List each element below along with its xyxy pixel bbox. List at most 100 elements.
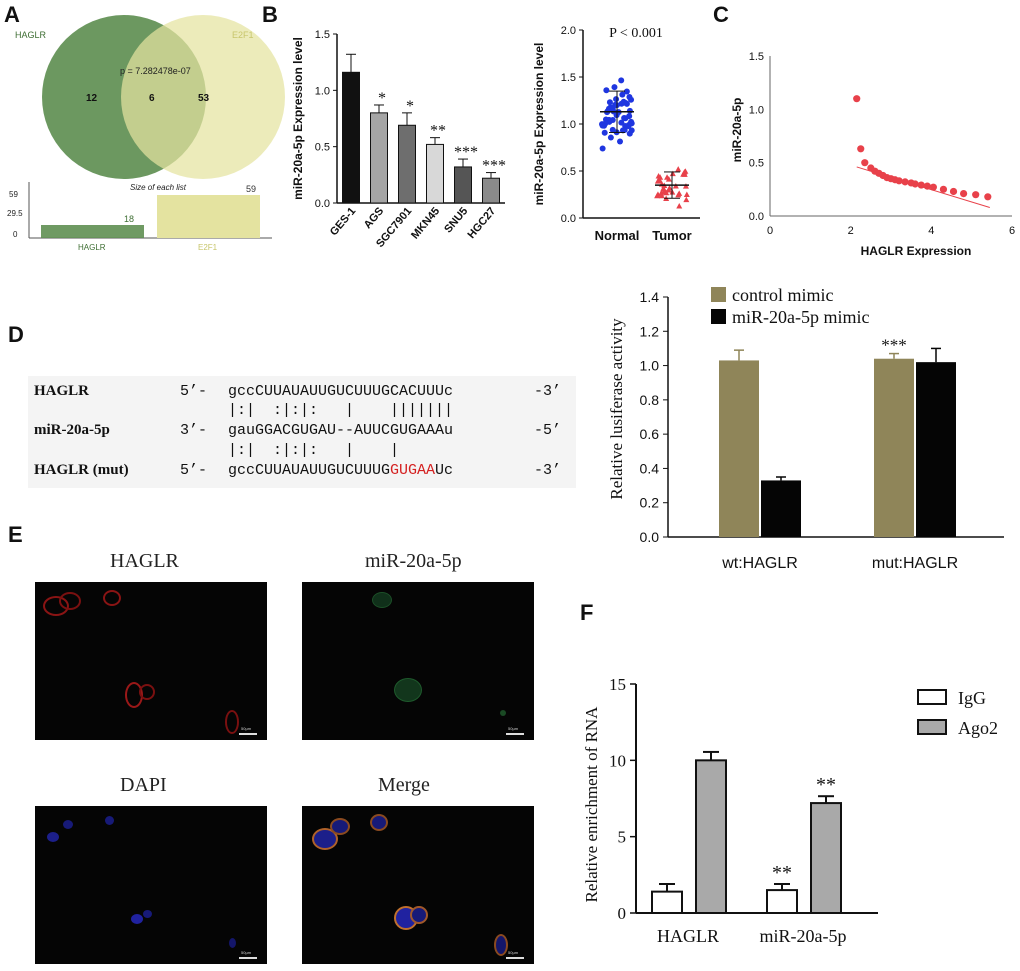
panel-label-f: F (580, 600, 594, 625)
scale-bar-label: 50µm (508, 726, 519, 731)
data-point (607, 134, 614, 141)
cell-green-3 (500, 710, 506, 716)
x-tick-label: 4 (928, 225, 934, 237)
y-tick-label: 1.0 (749, 104, 764, 116)
data-point (603, 87, 610, 94)
y-tick-label: 2.0 (561, 25, 576, 37)
panel-label-b: B (262, 2, 278, 27)
seq-mut-normal: gccCUUAUAUUGUCUUUG (228, 462, 391, 479)
x-tick-label: wt:HAGLR (721, 555, 798, 572)
micrograph-mirna: 50µm (302, 582, 534, 740)
data-point (658, 190, 665, 196)
seq-pairing-1: |:| :|:|: | ||||||| (228, 402, 454, 419)
y-tick-label: 0.5 (315, 142, 330, 154)
nucleus-6 (229, 938, 236, 948)
nucleus-3 (105, 816, 114, 825)
y-tick-label: 0.5 (561, 166, 576, 178)
data-point (681, 169, 688, 175)
cell-green-2 (394, 678, 422, 702)
y-tick-label: 1.0 (561, 119, 576, 131)
merged-cell-2 (330, 818, 350, 835)
scale-bar (239, 957, 257, 959)
y-tick-label: 1.2 (640, 323, 660, 339)
data-point (676, 202, 683, 209)
bar (651, 890, 683, 914)
data-point (901, 178, 909, 186)
data-point (655, 173, 662, 179)
data-point (675, 191, 682, 198)
y-tick-label: 1.5 (561, 72, 576, 84)
y-axis-title: miR-20a-5p Expression level (291, 37, 305, 200)
nucleus-1 (47, 832, 59, 842)
nucleus-4 (131, 914, 143, 924)
data-point (609, 116, 616, 123)
y-tick-label: 10 (609, 751, 626, 770)
micrograph-haglr: 50µm (35, 582, 267, 740)
seq-mut: gccCUUAUAUUGUCUUUGGUGAAUc (228, 462, 453, 479)
cell-red-3 (103, 590, 121, 606)
venn-circle-e2f1 (121, 15, 285, 179)
y-tick-label: 0.0 (315, 198, 330, 210)
y-tick-label: 0.4 (640, 460, 660, 476)
venn-label-e2f1: E2F1 (232, 30, 254, 40)
merged-cell-6 (494, 934, 508, 956)
seq-suffix-haglr: -3’ (534, 383, 562, 400)
panel-label-c: C (713, 2, 729, 27)
data-point (682, 183, 689, 189)
legend-swatch (711, 287, 726, 302)
data-point (626, 93, 633, 100)
data-point (628, 127, 635, 134)
y-tick-label: 1.4 (640, 289, 660, 305)
data-point (625, 121, 632, 128)
seq-mirna: gauGGACGUGAU--AUUCGUGAAAu (228, 422, 454, 439)
micrograph-merge: 50µm (302, 806, 534, 964)
data-point (984, 193, 992, 201)
significance-label: ** (430, 123, 446, 140)
x-axis-title: HAGLR Expression (861, 244, 972, 258)
y-tick-label: 0.5 (749, 158, 764, 170)
legend-label: miR-20a-5p mimic (732, 307, 869, 327)
data-point (683, 196, 690, 203)
seq-prefix-mirna: 3’- (180, 422, 208, 439)
significance-label: * (378, 90, 386, 107)
size-label-e2f1: E2F1 (198, 243, 218, 252)
merged-cell-1 (312, 828, 338, 850)
data-point (669, 170, 676, 177)
data-point (619, 91, 626, 98)
y-tick-label: 0.6 (640, 426, 660, 442)
data-point (665, 186, 672, 193)
bar (874, 358, 914, 537)
significance-label: *** (454, 144, 478, 161)
venn-count-overlap: 6 (149, 93, 155, 104)
data-point (623, 88, 630, 95)
panel-label-d: D (8, 322, 24, 347)
x-tick-label: 6 (1009, 225, 1015, 237)
scale-bar (239, 733, 257, 735)
data-point (626, 113, 633, 120)
y-tick-label: 0.0 (640, 529, 660, 545)
data-point (683, 191, 690, 198)
micrograph-label-dapi: DAPI (120, 774, 167, 796)
cell-red-2 (59, 592, 81, 610)
data-point (606, 99, 613, 106)
y-tick-label: 1.0 (640, 358, 660, 374)
x-tick-label: HAGLR (657, 926, 719, 946)
data-point (611, 84, 618, 91)
seq-suffix-mut: -3’ (534, 462, 562, 479)
cell-red-6 (225, 710, 239, 734)
size-value-e2f1: 59 (246, 184, 257, 194)
significance-label: *** (482, 158, 506, 175)
legend-label: IgG (958, 688, 986, 708)
y-axis-title: Relative lusiferase activity (607, 318, 626, 500)
bar (810, 802, 842, 915)
bar (766, 889, 798, 914)
y-tick-label: 1.5 (315, 29, 330, 41)
scale-bar-label: 50µm (508, 950, 519, 955)
seq-haglr: gccCUUAUAUUGUCUUUGCACUUUc (228, 383, 454, 400)
y-axis-title: miR-20a-5p Expression level (532, 43, 546, 206)
y-axis-title: Relative enrichment of RNA (582, 706, 601, 903)
venn-p-value: p = 7.282478e-07 (120, 66, 191, 76)
